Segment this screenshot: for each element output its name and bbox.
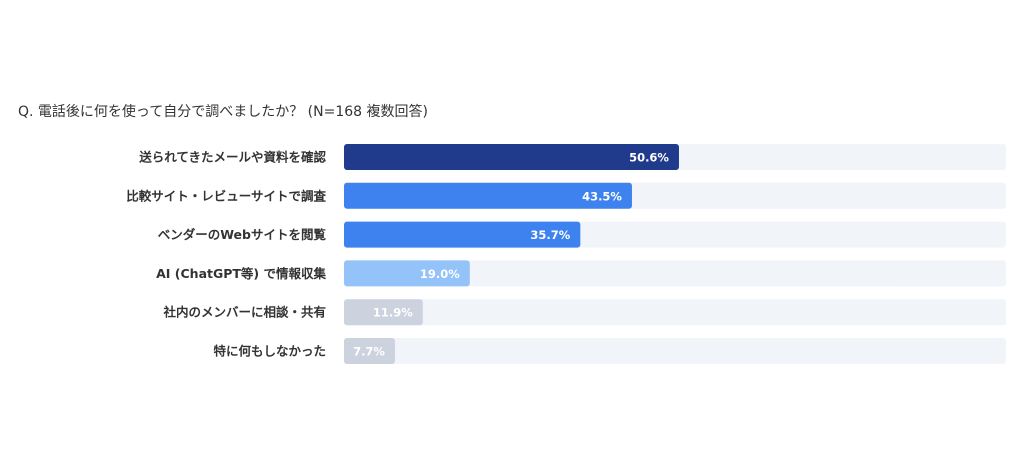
value-label: 11.9% bbox=[373, 306, 413, 320]
bar bbox=[344, 221, 581, 248]
bar bbox=[344, 182, 632, 209]
category-label: AI (ChatGPT等) で情報収集 bbox=[156, 266, 326, 281]
bar bbox=[344, 144, 679, 170]
bar-track bbox=[344, 260, 1006, 287]
category-label: 比較サイト・レビューサイトで調査 bbox=[126, 188, 326, 203]
bar bbox=[344, 299, 423, 326]
bar-track bbox=[344, 299, 1006, 326]
value-label: 43.5% bbox=[582, 189, 622, 203]
category-label: 社内のメンバーに相談・共有 bbox=[162, 305, 326, 320]
bar bbox=[344, 338, 395, 364]
value-label: 19.0% bbox=[420, 267, 460, 281]
bar bbox=[344, 260, 470, 287]
chart-title: Q. 電話後に何を使って自分で調べましたか？ (N=168 複数回答) bbox=[18, 103, 428, 120]
value-label: 50.6% bbox=[629, 151, 669, 165]
value-label: 7.7% bbox=[353, 345, 385, 359]
category-label: 送られてきたメールや資料を確認 bbox=[138, 150, 326, 165]
bar-track bbox=[344, 338, 1006, 364]
category-label: 特に何もしなかった bbox=[213, 344, 326, 359]
value-label: 35.7% bbox=[530, 228, 570, 242]
category-label: ベンダーのWebサイトを閲覧 bbox=[158, 227, 327, 242]
